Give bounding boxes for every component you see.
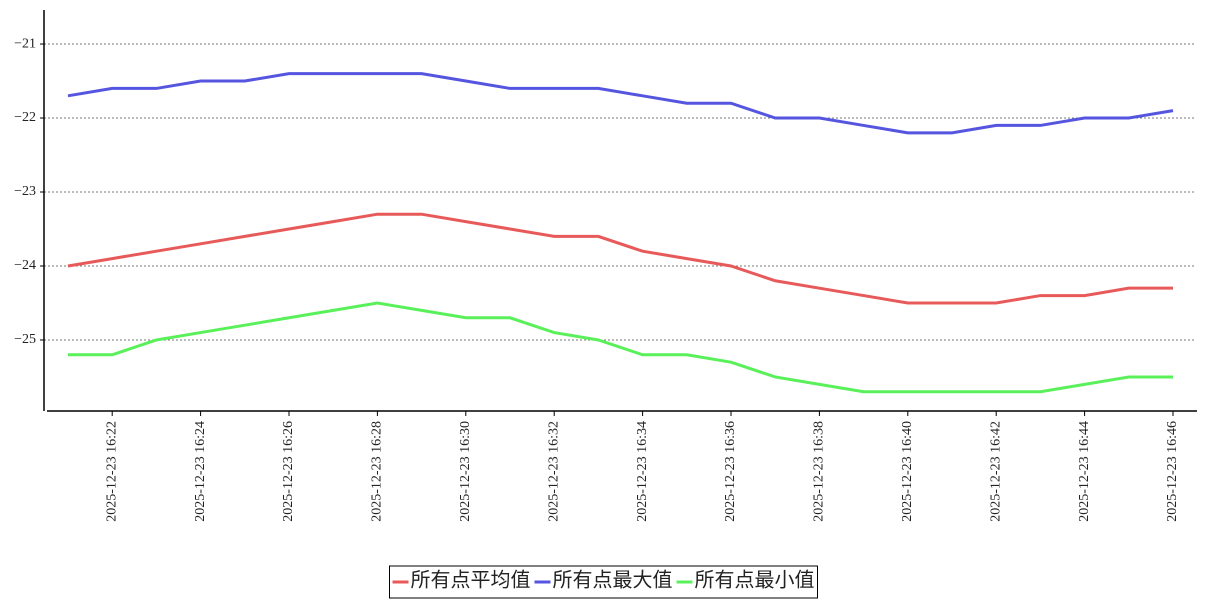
x-tick-label: 2025-12-23 16:22	[104, 421, 119, 522]
x-tick-label: 2025-12-23 16:34	[635, 421, 650, 522]
legend-label: 所有点最大值	[553, 569, 673, 592]
y-tick-label: −25	[14, 332, 36, 347]
x-tick-label: 2025-12-23 16:44	[1077, 421, 1092, 522]
legend-label: 所有点平均值	[411, 569, 531, 592]
legend-box	[389, 565, 818, 599]
legend: 所有点平均值 所有点最大值 所有点最小值	[389, 565, 818, 599]
x-tick-label: 2025-12-23 16:36	[723, 421, 738, 522]
x-tick-label: 2025-12-23 16:24	[193, 421, 208, 522]
x-tick-label: 2025-12-23 16:26	[281, 421, 296, 522]
series-line	[67, 72, 1174, 135]
y-tick-label: −24	[14, 258, 36, 273]
x-tick-label: 2025-12-23 16:42	[988, 421, 1003, 522]
x-tick-label: 2025-12-23 16:30	[458, 421, 473, 522]
x-tick-label: 2025-12-23 16:40	[900, 421, 915, 522]
x-tick-label: 2025-12-23 16:32	[546, 421, 561, 522]
y-tick-label: −21	[14, 36, 36, 51]
legend-label: 所有点最小值	[695, 569, 815, 592]
series-line	[68, 301, 1173, 394]
series-line	[67, 212, 1173, 305]
x-tick-label: 2025-12-23 16:46	[1165, 421, 1180, 522]
y-tick-label: −23	[14, 184, 36, 199]
y-tick-label: −22	[14, 110, 36, 125]
x-tick-label: 2025-12-23 16:38	[812, 421, 827, 522]
x-tick-label: 2025-12-23 16:28	[370, 421, 385, 522]
